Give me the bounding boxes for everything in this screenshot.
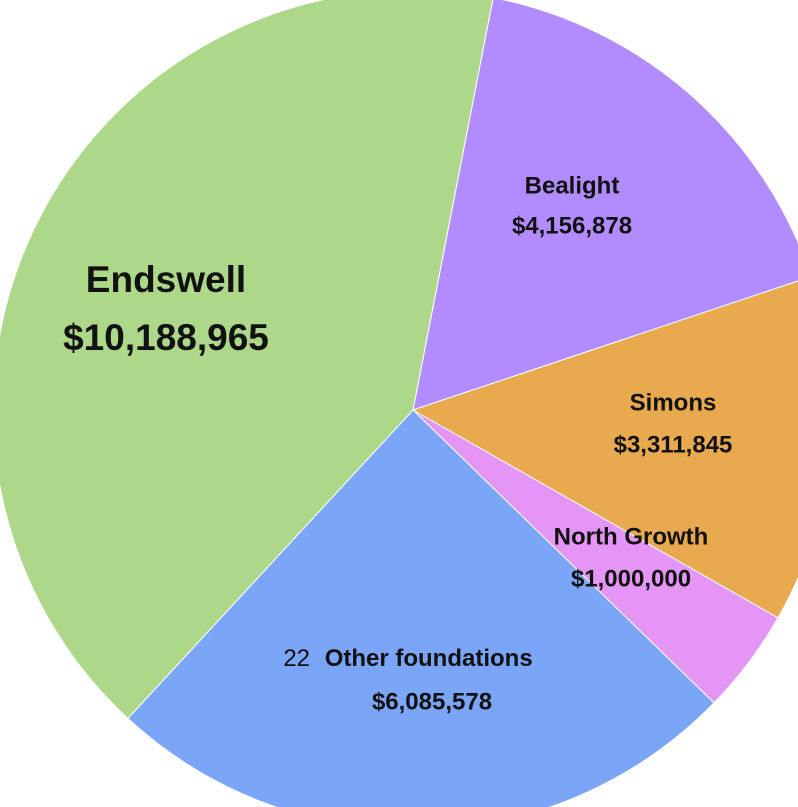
slice-value-simons: $3,311,845 bbox=[614, 431, 733, 458]
slice-label-north-growth: North Growth bbox=[554, 523, 709, 550]
slice-label-bealight: Bealight bbox=[525, 172, 620, 199]
slice-label-other-count: 22 bbox=[283, 645, 310, 672]
pie-labels: Bealight $4,156,878 Simons $3,311,845 No… bbox=[63, 172, 732, 715]
slice-value-other-foundations: $6,085,578 bbox=[372, 688, 492, 715]
slice-value-endswell: $10,188,965 bbox=[63, 317, 269, 358]
pie-slice-simons bbox=[411, 280, 798, 619]
slice-value-bealight: $4,156,878 bbox=[512, 212, 632, 239]
pie-slice-endswell bbox=[0, 0, 494, 720]
slice-label-endswell: Endswell bbox=[86, 259, 246, 300]
pie-slice-other-foundations bbox=[127, 409, 715, 807]
pie-slice-bealight bbox=[412, 0, 798, 411]
slice-label-other-foundations: 22 Other foundations bbox=[283, 645, 532, 672]
slice-value-north-growth: $1,000,000 bbox=[571, 565, 691, 592]
slice-label-other-name: Other foundations bbox=[325, 645, 533, 672]
slice-label-simons: Simons bbox=[630, 389, 717, 416]
